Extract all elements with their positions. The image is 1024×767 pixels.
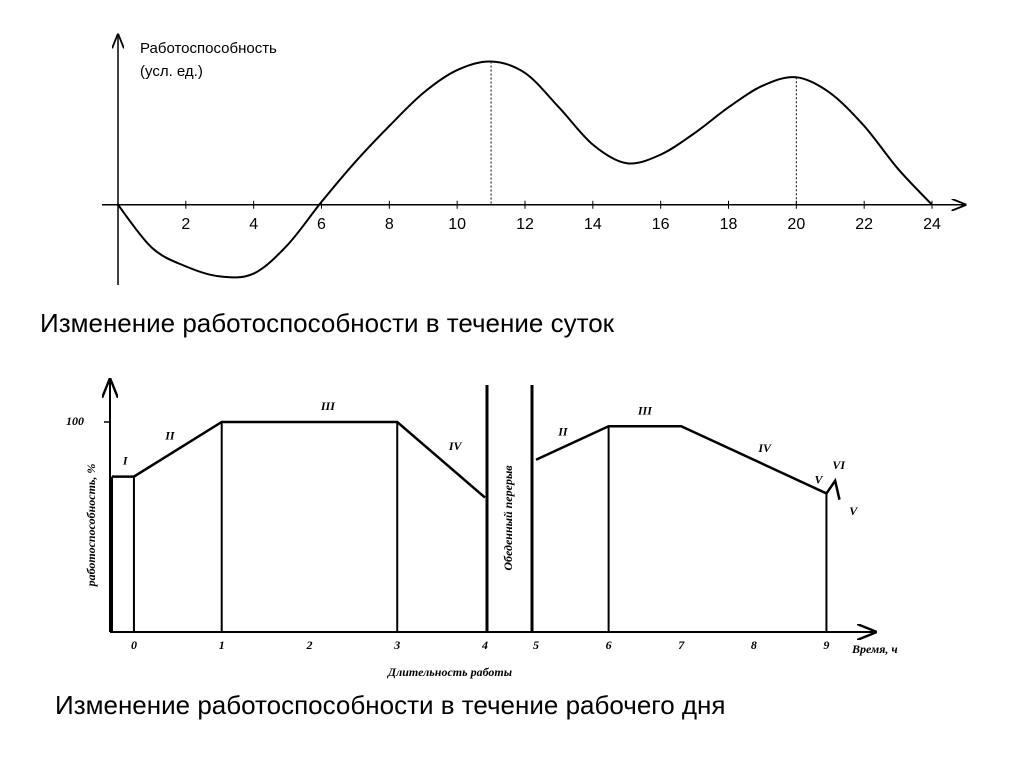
- x-tick-label: 6: [606, 638, 612, 652]
- x-tick-label: 2: [181, 216, 190, 233]
- y-axis-label: работоспособность, %: [84, 464, 98, 588]
- phase-label: II: [164, 428, 176, 442]
- x-tick-label: 12: [516, 216, 534, 233]
- x-tick-label: 18: [720, 216, 738, 233]
- x-tick-label: 2: [305, 638, 312, 652]
- x-tick-label: 22: [855, 216, 873, 233]
- x-tick-label: 4: [249, 216, 258, 233]
- phase-label: II: [557, 424, 569, 438]
- x-tick-label: 6: [317, 216, 326, 233]
- phase-label: III: [320, 399, 336, 413]
- x-axis-label: Время, ч: [851, 642, 898, 656]
- x-tick-label: 14: [584, 216, 602, 233]
- x-tick-label: 9: [823, 638, 829, 652]
- x-tick-label: 8: [751, 638, 757, 652]
- phase-label: IV: [757, 441, 772, 455]
- y-axis-label: Работоспособность: [140, 40, 277, 57]
- caption: Изменение работоспособности в течение су…: [40, 308, 615, 338]
- phase-label: V: [814, 473, 823, 487]
- caption: Изменение работоспособности в течение ра…: [55, 690, 726, 720]
- x-tick-label: 1: [219, 638, 225, 652]
- break-label: Обеденный перерыв: [501, 465, 515, 571]
- x-tick-label: 24: [923, 216, 941, 233]
- phase-label: VI: [832, 458, 846, 472]
- x-tick-label: 8: [385, 216, 394, 233]
- x-tick-label: 7: [678, 638, 685, 652]
- performance-line: [112, 420, 486, 499]
- x-tick-label: 16: [652, 216, 670, 233]
- x-tick-label: 4: [481, 638, 488, 652]
- y-tick-label: 100: [66, 414, 84, 428]
- x-axis-title: Длительность работы: [387, 665, 512, 679]
- y-axis-label: (усл. ед.): [140, 63, 203, 80]
- performance-line: [535, 424, 841, 500]
- x-tick-label: 3: [393, 638, 400, 652]
- x-tick-label: 5: [533, 638, 539, 652]
- phase-label: I: [122, 454, 129, 468]
- curve: [117, 60, 933, 279]
- x-tick-label: 20: [787, 216, 805, 233]
- phase-label: IV: [448, 439, 463, 453]
- x-tick-label: 0: [131, 638, 137, 652]
- x-tick-label: 10: [448, 216, 466, 233]
- phase-label: III: [637, 403, 653, 417]
- phase-label: V: [849, 504, 858, 518]
